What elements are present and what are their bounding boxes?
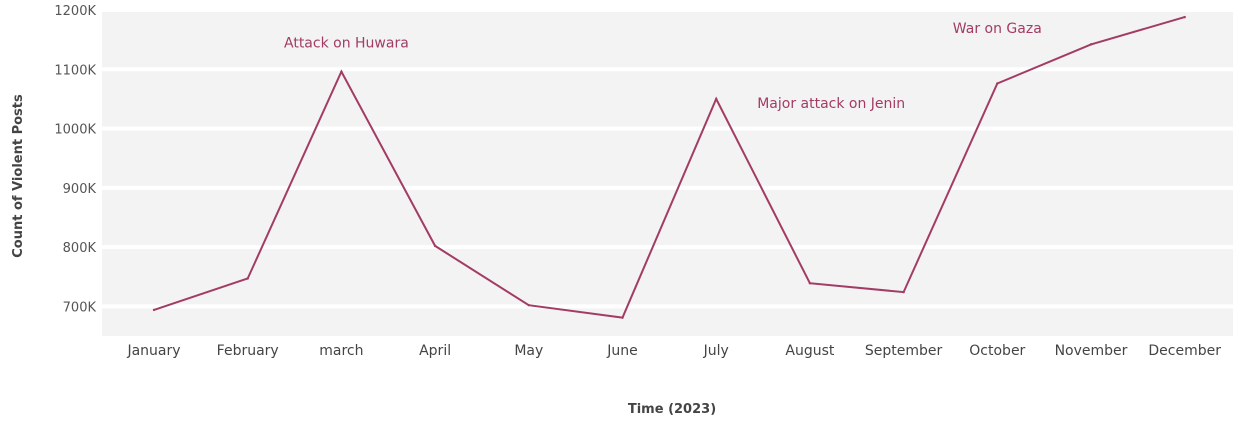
series-layer [152, 15, 1186, 319]
x-tick-label: August [785, 343, 835, 359]
data-point [808, 282, 812, 285]
data-point [246, 277, 249, 280]
x-tick-label: April [419, 343, 451, 359]
x-tick-label: October [969, 343, 1025, 359]
y-tick-label: 800K [63, 241, 97, 256]
y-tick-label: 900K [63, 182, 97, 197]
x-tick-label: February [217, 343, 279, 359]
gridline [102, 8, 1233, 12]
data-point [433, 244, 437, 248]
gridline [102, 67, 1233, 72]
y-tick-label: 1200K [54, 4, 96, 19]
x-tick-label: January [126, 343, 180, 359]
x-tick-label: July [703, 343, 729, 359]
data-point [621, 316, 624, 319]
x-tick-label: march [319, 343, 363, 359]
x-tick-label: November [1055, 343, 1128, 359]
x-axis-title: Time (2023) [628, 402, 716, 417]
y-tick-label: 700K [63, 300, 97, 315]
data-point [340, 70, 343, 73]
x-tick-label: May [514, 343, 543, 359]
data-point [527, 303, 530, 307]
plot-area [102, 10, 1233, 336]
gridline [102, 126, 1233, 131]
annotation-label: War on Gaza [953, 21, 1042, 37]
x-tick-label: December [1148, 343, 1221, 359]
data-point [1089, 43, 1093, 46]
data-point [1183, 15, 1186, 19]
y-axis-ticks: 700K 800K 900K 1000K 1100K 1200K [54, 4, 96, 315]
annotations: Attack on Huwara Major attack on Jenin War… [284, 21, 1042, 112]
x-tick-label: June [606, 343, 638, 359]
x-tick-label: September [865, 343, 943, 359]
annotation-label: Attack on Huwara [284, 36, 409, 52]
gridline [102, 245, 1233, 250]
data-point [902, 290, 905, 294]
y-tick-label: 1000K [54, 123, 96, 138]
series-line [153, 16, 1185, 319]
gridline [102, 185, 1233, 190]
y-axis-title: Count of Violent Posts [11, 94, 26, 258]
y-tick-label: 1100K [54, 63, 96, 78]
plot-background [102, 8, 1233, 336]
annotation-label: Major attack on Jenin [757, 96, 905, 112]
data-point [152, 308, 156, 312]
data-point [996, 82, 999, 85]
data-point [715, 97, 718, 101]
gridline [102, 304, 1233, 309]
x-axis-ticks: January February march April May June July Augu… [126, 343, 1221, 359]
